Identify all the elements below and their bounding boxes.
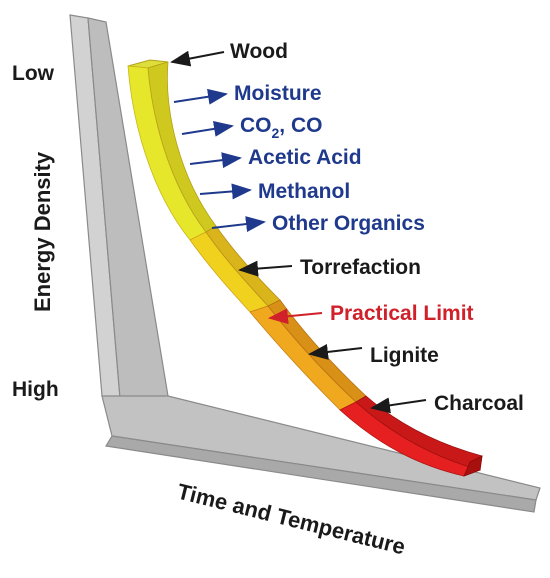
wood-label: Wood (230, 40, 288, 63)
other-organics-arrow (211, 216, 266, 233)
moisture-label: Moisture (234, 82, 322, 105)
charcoal-arrow (370, 397, 427, 414)
methanol-label: Methanol (258, 180, 350, 203)
co2-co-label: CO2, CO (240, 114, 322, 141)
torrefaction-arrow (238, 260, 293, 277)
practical-limit-arrow (268, 308, 323, 325)
wood-arrow (170, 50, 225, 67)
floor-plane (101, 395, 541, 513)
other-organics-label: Other Organics (272, 212, 425, 235)
annotation-arrows (170, 50, 427, 414)
practical-limit-label: Practical Limit (330, 302, 474, 325)
torrefaction-label: Torrefaction (300, 256, 421, 279)
methanol-arrow (199, 183, 252, 200)
lignite-label: Lignite (370, 344, 439, 367)
co2-arrow (181, 120, 234, 137)
y-axis-title: Energy Density (30, 151, 55, 312)
acetic-acid-arrow (189, 152, 242, 169)
charcoal-label: Charcoal (434, 392, 524, 415)
y-high-label: High (12, 378, 59, 401)
x-axis-title: Time and Temperature (175, 479, 408, 560)
y-low-label: Low (12, 62, 55, 85)
acetic-acid-label: Acetic Acid (248, 146, 362, 169)
lignite-arrow (308, 343, 363, 360)
vertical-wall (69, 14, 169, 399)
moisture-arrow (173, 88, 228, 105)
